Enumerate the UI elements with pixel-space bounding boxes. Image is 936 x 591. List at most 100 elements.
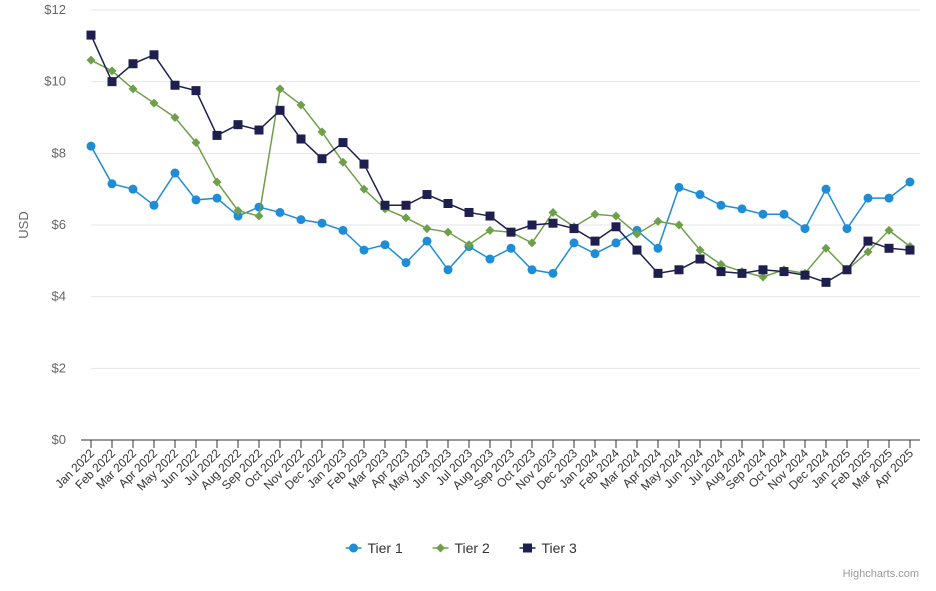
data-point[interactable] bbox=[821, 184, 831, 194]
data-point[interactable] bbox=[758, 272, 768, 282]
data-point[interactable] bbox=[338, 138, 348, 148]
data-point[interactable] bbox=[212, 130, 222, 140]
credits-link[interactable]: Highcharts.com bbox=[843, 568, 919, 580]
data-point[interactable] bbox=[527, 238, 537, 248]
data-point[interactable] bbox=[86, 30, 96, 40]
data-point[interactable] bbox=[632, 229, 642, 239]
data-point[interactable] bbox=[695, 245, 705, 255]
data-point[interactable] bbox=[674, 265, 684, 275]
data-point[interactable] bbox=[422, 224, 432, 234]
data-point[interactable] bbox=[443, 199, 453, 208]
data-point[interactable] bbox=[653, 216, 663, 226]
data-point[interactable] bbox=[590, 209, 600, 219]
data-point[interactable] bbox=[863, 247, 873, 257]
data-point[interactable] bbox=[569, 238, 579, 248]
data-point[interactable] bbox=[317, 127, 327, 137]
legend-item-tier-2[interactable]: Tier 2 bbox=[432, 540, 490, 556]
legend-item-tier-1[interactable]: Tier 1 bbox=[345, 540, 403, 556]
data-point[interactable] bbox=[695, 254, 705, 264]
data-point[interactable] bbox=[107, 179, 117, 189]
series-tier-1[interactable] bbox=[86, 141, 915, 278]
data-point[interactable] bbox=[611, 211, 621, 221]
data-point[interactable] bbox=[884, 225, 894, 235]
data-point[interactable] bbox=[107, 66, 117, 76]
data-point[interactable] bbox=[779, 209, 789, 219]
data-point[interactable] bbox=[653, 243, 663, 253]
data-point[interactable] bbox=[758, 209, 768, 219]
series-tier-3[interactable] bbox=[86, 30, 915, 287]
data-point[interactable] bbox=[842, 265, 852, 275]
data-point[interactable] bbox=[548, 268, 558, 278]
data-point[interactable] bbox=[338, 157, 348, 167]
data-point[interactable] bbox=[674, 182, 684, 192]
data-point[interactable] bbox=[128, 84, 138, 94]
data-point[interactable] bbox=[254, 125, 264, 135]
data-point[interactable] bbox=[359, 245, 369, 255]
data-point[interactable] bbox=[191, 138, 201, 148]
data-point[interactable] bbox=[527, 265, 537, 275]
data-point[interactable] bbox=[464, 240, 474, 250]
data-point[interactable] bbox=[821, 277, 831, 287]
data-point[interactable] bbox=[275, 105, 285, 115]
data-point[interactable] bbox=[905, 245, 915, 255]
data-point[interactable] bbox=[212, 177, 222, 187]
data-point[interactable] bbox=[380, 240, 390, 250]
data-point[interactable] bbox=[107, 77, 117, 87]
data-point[interactable] bbox=[611, 222, 621, 232]
data-point[interactable] bbox=[737, 204, 747, 214]
legend[interactable]: Tier 1 Tier 2 Tier 3 bbox=[345, 540, 577, 556]
data-point[interactable] bbox=[716, 259, 726, 269]
data-point[interactable] bbox=[758, 265, 768, 275]
data-point[interactable] bbox=[254, 211, 264, 221]
data-point[interactable] bbox=[317, 154, 327, 164]
data-point[interactable] bbox=[842, 224, 852, 234]
data-point[interactable] bbox=[170, 80, 180, 90]
data-point[interactable] bbox=[800, 270, 810, 280]
series-line[interactable] bbox=[90, 34, 911, 284]
data-point[interactable] bbox=[737, 268, 747, 278]
data-point[interactable] bbox=[128, 59, 138, 69]
data-point[interactable] bbox=[275, 207, 285, 217]
series-line[interactable] bbox=[90, 145, 911, 275]
data-point[interactable] bbox=[275, 84, 285, 94]
data-point[interactable] bbox=[149, 98, 159, 108]
data-point[interactable] bbox=[569, 224, 579, 234]
data-point[interactable] bbox=[191, 195, 201, 205]
data-point[interactable] bbox=[128, 184, 138, 194]
data-point[interactable] bbox=[170, 168, 180, 178]
data-point[interactable] bbox=[464, 207, 474, 217]
data-point[interactable] bbox=[590, 236, 600, 246]
data-point[interactable] bbox=[632, 245, 642, 255]
data-point[interactable] bbox=[254, 202, 264, 212]
data-point[interactable] bbox=[233, 211, 243, 221]
data-point[interactable] bbox=[170, 113, 180, 122]
data-point[interactable] bbox=[422, 190, 432, 200]
data-point[interactable] bbox=[359, 159, 369, 169]
data-point[interactable] bbox=[401, 258, 411, 268]
data-point[interactable] bbox=[443, 265, 453, 275]
data-point[interactable] bbox=[401, 200, 411, 210]
data-point[interactable] bbox=[548, 207, 558, 217]
data-point[interactable] bbox=[716, 267, 726, 277]
data-point[interactable] bbox=[233, 120, 243, 130]
data-point[interactable] bbox=[149, 200, 159, 210]
data-point[interactable] bbox=[695, 190, 705, 200]
series-line[interactable] bbox=[90, 59, 911, 278]
legend-item-tier-3[interactable]: Tier 3 bbox=[519, 540, 577, 556]
data-point[interactable] bbox=[86, 55, 96, 65]
data-point[interactable] bbox=[359, 184, 369, 194]
series-tier-2[interactable] bbox=[86, 55, 915, 282]
data-point[interactable] bbox=[296, 100, 306, 110]
data-point[interactable] bbox=[485, 254, 495, 264]
data-point[interactable] bbox=[590, 249, 600, 259]
data-point[interactable] bbox=[905, 177, 915, 187]
data-point[interactable] bbox=[443, 227, 453, 237]
data-point[interactable] bbox=[716, 200, 726, 210]
data-point[interactable] bbox=[506, 243, 516, 253]
data-point[interactable] bbox=[422, 236, 432, 246]
data-point[interactable] bbox=[317, 218, 327, 228]
data-point[interactable] bbox=[233, 206, 243, 216]
data-point[interactable] bbox=[338, 225, 348, 235]
data-point[interactable] bbox=[611, 238, 621, 248]
data-point[interactable] bbox=[212, 193, 222, 203]
